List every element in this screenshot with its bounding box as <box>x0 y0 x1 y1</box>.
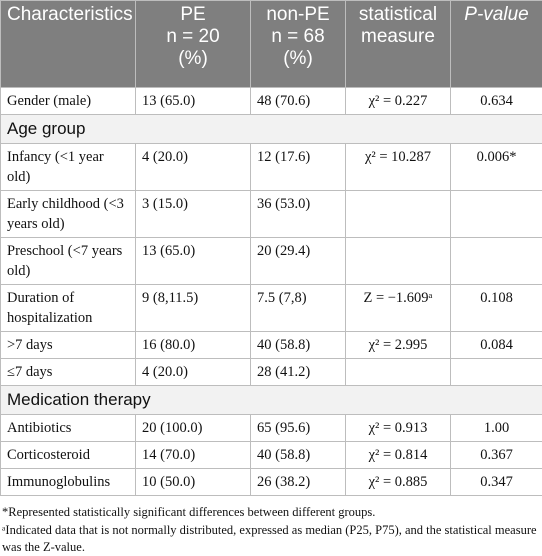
cell: Gender (male) <box>1 88 136 115</box>
cell: Antibiotics <box>1 415 136 442</box>
data-row: Gender (male)13 (65.0)48 (70.6)χ² = 0.22… <box>1 88 542 115</box>
cell: 12 (17.6) <box>251 144 346 191</box>
cell: χ² = 0.885 <box>346 469 451 496</box>
cell: 40 (58.8) <box>251 442 346 469</box>
cell: ≤7 days <box>1 359 136 386</box>
cell: 14 (70.0) <box>136 442 251 469</box>
header-cell: Characteristics <box>1 1 136 88</box>
cell <box>346 238 451 285</box>
cell: 0.634 <box>451 88 542 115</box>
cell: 65 (95.6) <box>251 415 346 442</box>
cell: 9 (8,11.5) <box>136 285 251 332</box>
cell: Infancy (<1 year old) <box>1 144 136 191</box>
header-line: Characteristics <box>7 4 129 26</box>
header-line: (%) <box>257 48 339 70</box>
header-line: measure <box>352 26 444 48</box>
cell <box>346 191 451 238</box>
cell: 0.108 <box>451 285 542 332</box>
cell: 20 (100.0) <box>136 415 251 442</box>
cell: 26 (38.2) <box>251 469 346 496</box>
section-row: Age group <box>1 115 542 144</box>
cell: χ² = 2.995 <box>346 332 451 359</box>
section-label: Medication therapy <box>1 386 542 415</box>
cell: 13 (65.0) <box>136 88 251 115</box>
header-line: statistical <box>352 4 444 26</box>
data-row: Preschool (<7 years old)13 (65.0)20 (29.… <box>1 238 542 285</box>
cell: 40 (58.8) <box>251 332 346 359</box>
header-line: n = 68 <box>257 26 339 48</box>
cell: 13 (65.0) <box>136 238 251 285</box>
footnote: ᵃIndicated data that is not normally dis… <box>2 522 540 556</box>
data-row: Infancy (<1 year old)4 (20.0)12 (17.6)χ²… <box>1 144 542 191</box>
table-body: Gender (male)13 (65.0)48 (70.6)χ² = 0.22… <box>1 88 542 496</box>
cell <box>451 191 542 238</box>
header-line: (%) <box>142 48 244 70</box>
footnote: *Represented statistically significant d… <box>2 504 540 521</box>
cell: 36 (53.0) <box>251 191 346 238</box>
section-row: Medication therapy <box>1 386 542 415</box>
cell: 1.00 <box>451 415 542 442</box>
header-cell: P-value <box>451 1 542 88</box>
cell <box>346 359 451 386</box>
cell: Duration of hospitalization <box>1 285 136 332</box>
cell: χ² = 0.913 <box>346 415 451 442</box>
section-label: Age group <box>1 115 542 144</box>
cell: 28 (41.2) <box>251 359 346 386</box>
cell: χ² = 0.814 <box>346 442 451 469</box>
cell: Z = −1.609ᵃ <box>346 285 451 332</box>
cell: 0.084 <box>451 332 542 359</box>
cell: 48 (70.6) <box>251 88 346 115</box>
cell: 3 (15.0) <box>136 191 251 238</box>
cell: 20 (29.4) <box>251 238 346 285</box>
cell: Immunoglobulins <box>1 469 136 496</box>
cell: Preschool (<7 years old) <box>1 238 136 285</box>
cell: 10 (50.0) <box>136 469 251 496</box>
footnotes: *Represented statistically significant d… <box>0 496 542 556</box>
cell: 4 (20.0) <box>136 144 251 191</box>
cell: Corticosteroid <box>1 442 136 469</box>
cell: 0.367 <box>451 442 542 469</box>
cell: 4 (20.0) <box>136 359 251 386</box>
cell: 0.006* <box>451 144 542 191</box>
cell: 7.5 (7,8) <box>251 285 346 332</box>
data-row: Early childhood (<3 years old)3 (15.0)36… <box>1 191 542 238</box>
cell: 16 (80.0) <box>136 332 251 359</box>
cell: χ² = 0.227 <box>346 88 451 115</box>
cell: >7 days <box>1 332 136 359</box>
cell: Early childhood (<3 years old) <box>1 191 136 238</box>
header-line: n = 20 <box>142 26 244 48</box>
cell: 0.347 <box>451 469 542 496</box>
header-line: PE <box>142 4 244 26</box>
header-line: P-value <box>457 4 536 26</box>
header-line: non-PE <box>257 4 339 26</box>
cell: χ² = 10.287 <box>346 144 451 191</box>
cell <box>451 238 542 285</box>
cell <box>451 359 542 386</box>
